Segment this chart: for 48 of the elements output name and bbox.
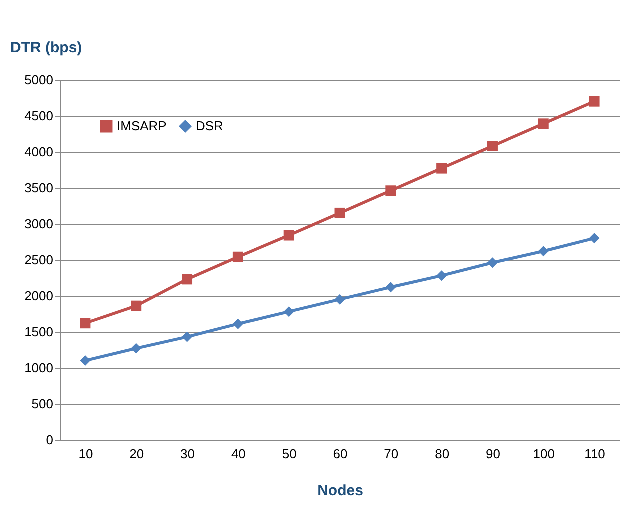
point: [232, 252, 244, 262]
y-tick-label: 1500: [24, 324, 54, 340]
x-tick-label: 100: [533, 446, 555, 462]
point: [334, 208, 346, 218]
x-tick-label: 90: [486, 446, 500, 462]
y-tick-label: 0: [46, 432, 54, 448]
point: [487, 140, 498, 152]
point: [436, 163, 448, 174]
x-axis-title: Nodes: [318, 482, 364, 500]
point: [80, 356, 91, 366]
x-tick-label: 30: [180, 446, 196, 462]
point: [538, 118, 549, 130]
point: [131, 343, 142, 354]
x-tick-label: 80: [435, 446, 450, 462]
point: [487, 258, 498, 268]
point: [284, 306, 294, 318]
legend-label: DSR: [196, 118, 224, 134]
y-tick-label: 500: [32, 396, 54, 412]
y-tick-label: 2000: [24, 288, 54, 304]
point: [232, 318, 244, 330]
y-tick-label: 4500: [24, 108, 54, 124]
point: [284, 230, 294, 241]
y-tick-label: 1000: [24, 360, 54, 376]
y-tick-label: 2500: [24, 252, 54, 268]
point: [182, 274, 193, 285]
x-tick-label: 70: [384, 446, 399, 462]
x-tick-label: 110: [584, 446, 606, 462]
x-tick-label: 50: [282, 446, 297, 462]
y-tick-label: 3000: [24, 216, 54, 232]
x-tick-label: 20: [130, 446, 144, 462]
point: [80, 318, 91, 329]
y-axis-title: DTR (bps): [10, 40, 82, 56]
y-tick-label: 5000: [24, 72, 54, 88]
point: [589, 96, 600, 107]
point: [386, 282, 396, 293]
x-tick-label: 10: [78, 446, 94, 462]
point: [334, 294, 346, 305]
legend-label: IMSARP: [117, 118, 167, 134]
point: [538, 246, 549, 257]
x-tick-label: 60: [333, 446, 348, 462]
point: [131, 300, 142, 312]
point: [182, 332, 193, 342]
y-tick-label: 3500: [24, 180, 54, 196]
point: [386, 186, 396, 196]
point: [589, 233, 600, 244]
y-tick-label: 4000: [24, 144, 54, 160]
x-tick-label: 40: [231, 446, 246, 462]
point: [436, 270, 448, 282]
